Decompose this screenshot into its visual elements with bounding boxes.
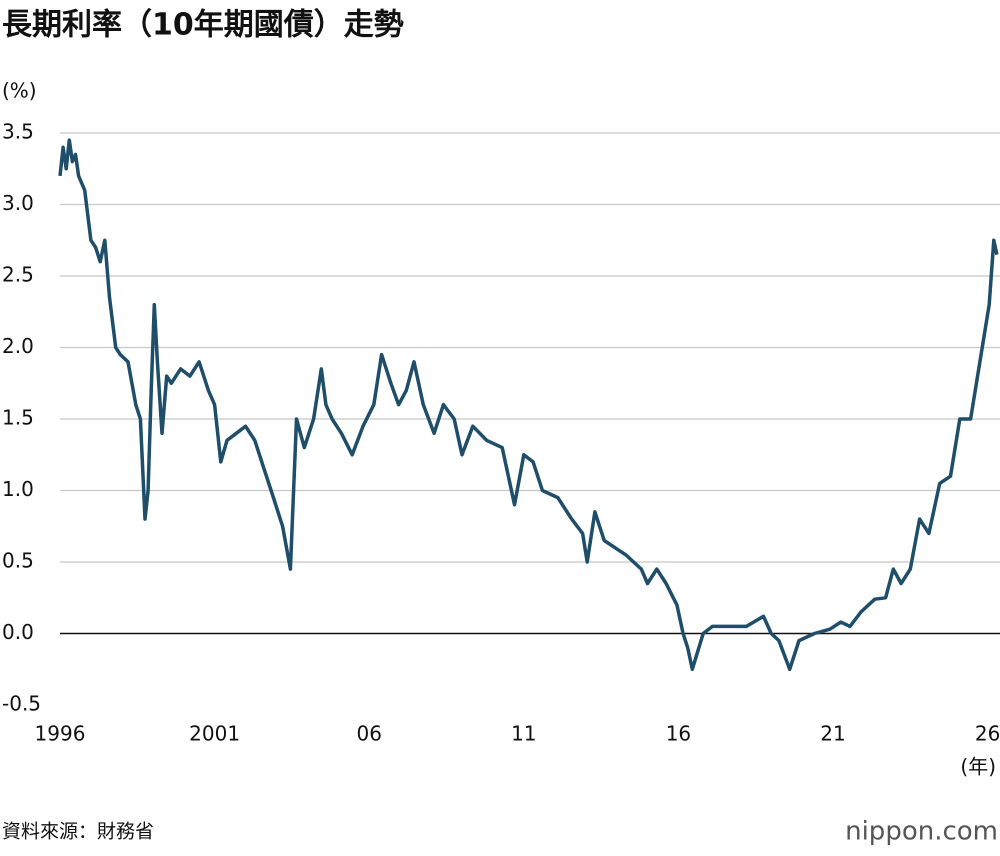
x-axis-label: (年) [960,755,996,779]
source: 資料來源：財務省 [2,821,154,843]
x-tick-label: 2001 [189,722,240,746]
y-tick-label: 1.0 [2,477,34,501]
x-tick-label: 16 [666,722,691,746]
data-line [58,138,999,672]
x-tick-label: 26 [975,722,1000,746]
y-tick-label: -0.5 [2,692,41,716]
y-tick-label: 3.0 [2,191,34,215]
credit: nippon.com [845,817,998,847]
y-tick-label: 3.5 [2,120,34,144]
y-axis-label: (%) [2,79,37,103]
y-tick-label: 2.0 [2,334,34,358]
y-tick-label: 0.0 [2,620,34,644]
x-tick-label: 1996 [35,722,86,746]
x-tick-label: 21 [820,722,845,746]
y-tick-label: 2.5 [2,263,34,287]
chart-title: 長期利率（10年期國債）走勢 [2,8,404,43]
x-tick-label: 11 [511,722,536,746]
y-tick-label: 1.5 [2,406,34,430]
x-tick-label: 06 [356,722,381,746]
y-tick-label: 0.5 [2,549,34,573]
